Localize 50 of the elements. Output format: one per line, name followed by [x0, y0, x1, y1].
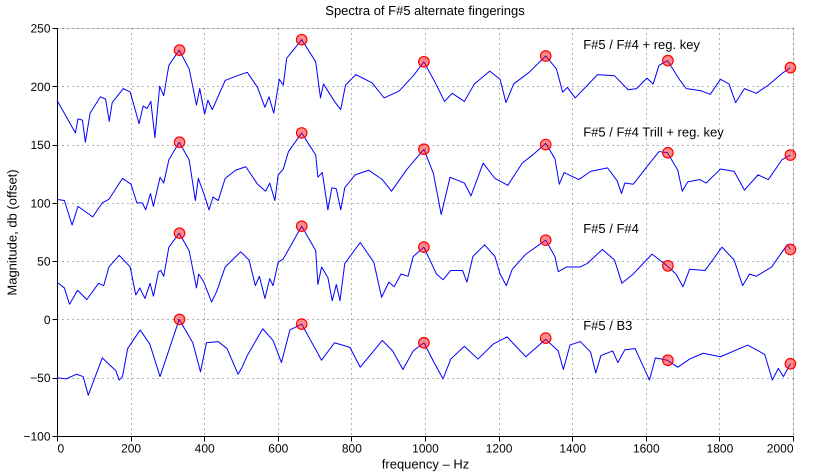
point [296, 220, 308, 232]
x-tick-label: 2000 [766, 442, 794, 456]
point [540, 138, 552, 150]
x-tick-label: 400 [194, 442, 216, 456]
y-tick-label: 150 [30, 138, 51, 152]
y-axis-title: Magnitude, db (offset) [4, 169, 20, 296]
y-tick-label: −100 [23, 430, 51, 444]
x-tick-label: 200 [121, 442, 142, 456]
point [174, 314, 186, 326]
x-axis-title: frequency – Hz [382, 456, 470, 472]
text: F#5 / F#4 + reg. key [583, 36, 700, 52]
point [418, 143, 430, 156]
point [540, 234, 552, 246]
point [296, 127, 308, 139]
y-tick-label: 50 [37, 254, 51, 269]
y-tick-label: 100 [30, 196, 51, 210]
x-tick-label: 1800 [706, 442, 734, 456]
x-tick-label: 1000 [412, 442, 440, 456]
chart-title: Spectra of F#5 alternate fingerings [325, 3, 526, 18]
x-tick-label: 1200 [486, 442, 513, 456]
y-tick-label: −50 [30, 371, 51, 386]
x-tick-label: 800 [342, 442, 362, 456]
series-label: F#5 / B3 [583, 318, 632, 333]
point [662, 54, 674, 66]
point [662, 260, 674, 272]
point [784, 244, 796, 256]
x-tick-label: 0 [58, 442, 64, 456]
point [418, 241, 430, 253]
y-tick-label: 0 [44, 312, 51, 327]
point [174, 227, 186, 239]
series-label: F#5 / F#4 Trill + reg. key [583, 124, 724, 140]
point [662, 354, 674, 366]
point [540, 50, 552, 62]
point [418, 336, 430, 349]
point [662, 146, 674, 159]
y-tick-label: 250 [30, 22, 51, 36]
point [540, 332, 552, 344]
point [784, 358, 796, 370]
y-tick-label: 200 [30, 80, 51, 94]
x-tick-label: 600 [268, 442, 289, 456]
point [784, 62, 796, 74]
x-tick-label: 1600 [632, 442, 660, 456]
point [784, 149, 796, 161]
point [296, 34, 308, 46]
point [174, 136, 186, 148]
series-label: F#5 / F#4 [583, 221, 639, 236]
point [418, 56, 430, 68]
point [174, 44, 186, 56]
point [296, 318, 308, 330]
x-tick-label: 1400 [559, 442, 586, 456]
